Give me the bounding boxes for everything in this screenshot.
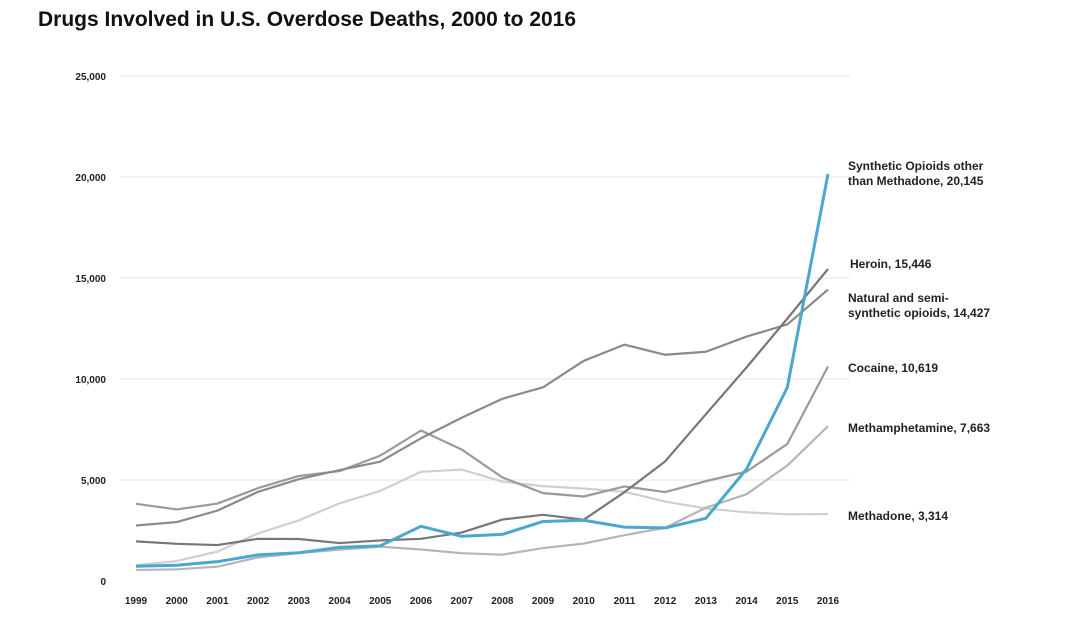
x-tick-label: 2002	[247, 596, 270, 607]
series-line-methadone	[135, 468, 829, 567]
series-label: Natural and semi-	[848, 291, 949, 305]
x-tick-label: 2014	[735, 596, 758, 607]
x-tick-label: 2013	[695, 596, 718, 607]
y-tick-label: 15,000	[75, 274, 106, 285]
series-label: Methadone, 3,314	[848, 509, 948, 523]
x-tick-label: 2006	[410, 596, 433, 607]
series-label: Heroin, 15,446	[850, 257, 932, 271]
x-tick-label: 2003	[288, 596, 311, 607]
series-label: than Methadone, 20,145	[848, 174, 984, 188]
x-tick-label: 2008	[491, 596, 514, 607]
x-tick-label: 2010	[573, 596, 596, 607]
x-tick-label: 2005	[369, 596, 392, 607]
series-line-synthetic-opioids-other-than-methadone	[135, 173, 830, 568]
y-tick-label: 0	[100, 577, 106, 588]
series-line-natural-and-semi-synthetic-opioids	[135, 288, 829, 527]
x-tick-label: 2009	[532, 596, 555, 607]
y-tick-label: 25,000	[75, 72, 106, 83]
y-tick-label: 10,000	[75, 375, 106, 386]
y-tick-label: 5,000	[81, 476, 106, 487]
y-tick-label: 20,000	[75, 173, 106, 184]
series-line-cocaine	[135, 365, 829, 511]
x-tick-label: 2016	[817, 596, 840, 607]
chart-title: Drugs Involved in U.S. Overdose Deaths, …	[38, 8, 577, 31]
series-label: synthetic opioids, 14,427	[848, 306, 990, 320]
x-tick-label: 2004	[328, 596, 351, 607]
series-line-heroin	[135, 268, 829, 547]
x-tick-label: 2011	[614, 596, 636, 607]
series-label: Methamphetamine, 7,663	[848, 421, 990, 435]
series-label: Cocaine, 10,619	[848, 361, 938, 375]
series-line-methamphetamine	[135, 425, 829, 572]
series-label: Synthetic Opioids other	[848, 159, 984, 173]
x-tick-label: 2000	[166, 596, 189, 607]
x-tick-label: 2015	[776, 596, 799, 607]
x-tick-label: 1999	[125, 596, 148, 607]
x-tick-label: 2007	[451, 596, 474, 607]
x-tick-label: 2001	[206, 596, 229, 607]
x-tick-label: 2012	[654, 596, 677, 607]
